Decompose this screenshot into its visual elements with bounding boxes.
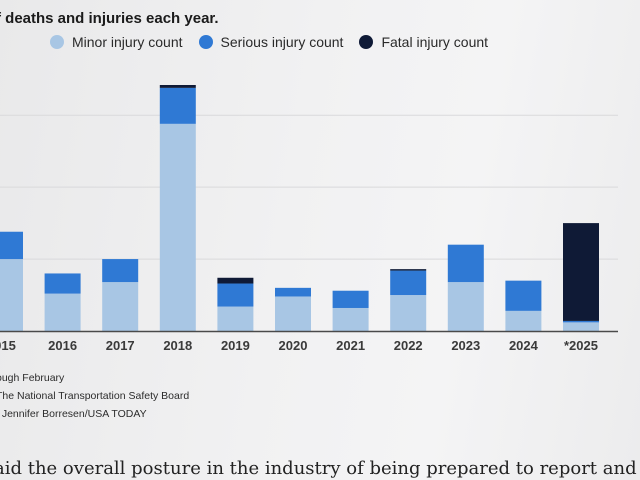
bar-segment-minor-8 (447, 282, 484, 331)
legend-item-fatal: Fatal injury count (359, 34, 488, 50)
x-tick-label: *2025 (564, 338, 598, 353)
bar-segment-minor-4 (217, 306, 254, 331)
article-body-text: aid the overall posture in the industry … (0, 458, 637, 479)
x-tick-label: 2023 (451, 338, 480, 353)
bar-segment-serious-1 (44, 273, 81, 294)
legend-label-fatal: Fatal injury count (381, 34, 489, 50)
stacked-bar-chart: 015 2016 2017 2018 2019 2020 2021 2022 2023 2024 *… (0, 85, 618, 353)
bar-segment-serious-2 (102, 259, 139, 283)
legend-label-serious: Serious injury count (220, 34, 344, 50)
note-credit: . Jennifer Borresen/USA TODAY (0, 408, 147, 420)
bar-segment-serious-8 (447, 244, 484, 283)
legend-swatch-serious (198, 35, 213, 49)
bar-segment-fatal-3 (159, 85, 196, 88)
bar-segment-serious-9 (505, 280, 542, 311)
legend-item-minor: Minor injury count (50, 34, 183, 50)
bar-segment-serious-6 (332, 290, 369, 308)
x-tick-label: 2020 (279, 338, 308, 353)
bar-segment-serious-7 (390, 270, 427, 296)
legend-swatch-fatal (359, 35, 374, 49)
chart-title: f deaths and injuries each year. (0, 10, 219, 27)
x-tick-label: 2016 (48, 338, 77, 353)
bar-segment-serious-4 (217, 283, 254, 307)
bar-segment-serious-5 (275, 287, 311, 297)
bar-segment-minor-5 (275, 296, 311, 331)
x-tick-label: 2024 (509, 338, 539, 353)
x-tick-label: 015 (0, 338, 16, 353)
chart-legend: Minor injury count Serious injury count … (50, 34, 504, 50)
note-period: ough February (0, 372, 65, 384)
bar-segment-serious-10 (563, 320, 599, 323)
legend-label-minor: Minor injury count (72, 34, 183, 50)
chart-notes: ough February The National Transportatio… (0, 369, 189, 423)
bar-segment-minor-7 (390, 295, 427, 331)
legend-item-serious: Serious injury count (198, 34, 344, 50)
x-tick-label: 2021 (336, 338, 365, 353)
bar-segment-fatal-10 (563, 223, 599, 321)
bar-segment-fatal-7 (390, 269, 427, 271)
bar-segment-serious-3 (159, 87, 196, 124)
bar-segment-minor-1 (44, 293, 81, 331)
bar-segment-serious-0 (0, 231, 23, 260)
x-tick-label: 2018 (163, 338, 192, 353)
bar-segment-minor-2 (102, 282, 139, 331)
x-tick-label: 2017 (106, 338, 135, 353)
bar-segment-minor-10 (563, 322, 599, 331)
bar-segment-minor-6 (332, 307, 369, 331)
bar-segment-minor-0 (0, 259, 23, 331)
x-tick-label: 2019 (221, 338, 250, 353)
note-source: The National Transportation Safety Board (0, 390, 190, 402)
legend-swatch-minor (50, 35, 64, 49)
bar-segment-minor-3 (159, 123, 196, 331)
bar-segment-fatal-4 (217, 277, 254, 284)
x-tick-label: 2022 (394, 338, 423, 353)
bar-segment-minor-9 (505, 310, 542, 331)
